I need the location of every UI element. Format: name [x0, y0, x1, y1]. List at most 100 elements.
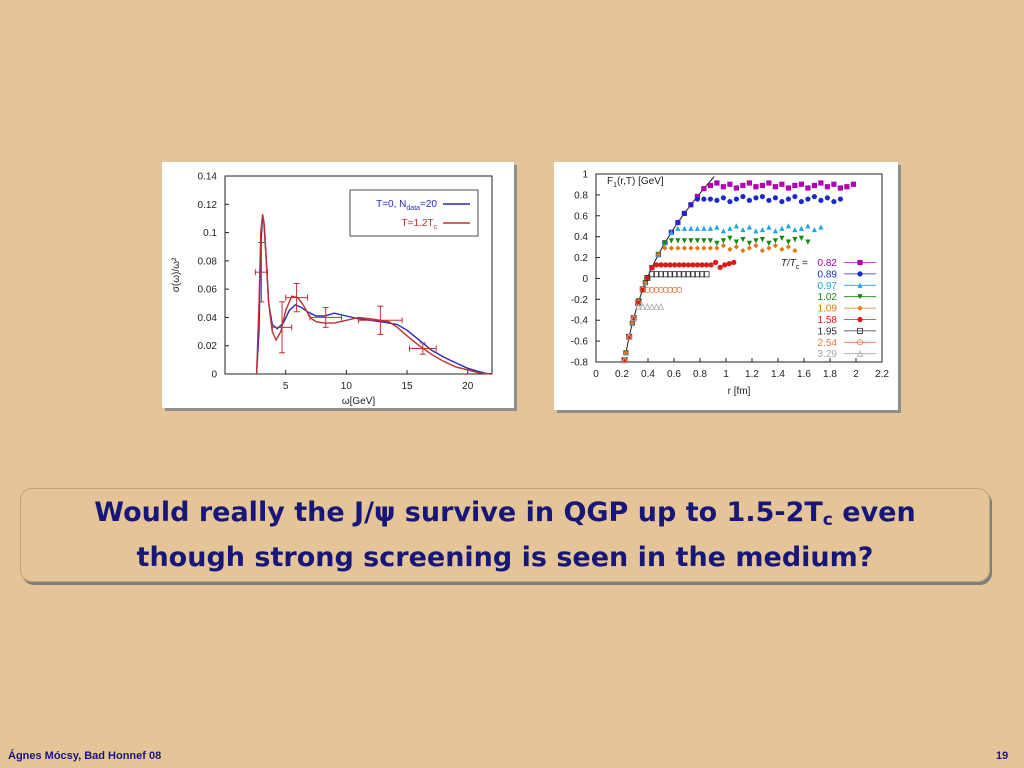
- data-point: [690, 262, 696, 268]
- data-point: [675, 245, 681, 251]
- data-point: [688, 245, 694, 251]
- question-part3: even: [832, 497, 916, 528]
- plot-frame: [224, 175, 493, 375]
- data-point: [785, 239, 791, 245]
- data-point: [622, 357, 628, 363]
- data-point: [766, 224, 772, 230]
- data-point: [662, 286, 669, 293]
- data-point: [635, 303, 642, 310]
- series-0.97: [623, 223, 824, 356]
- data-point: [746, 197, 752, 203]
- data-point: [713, 259, 719, 265]
- data-point: [648, 303, 656, 310]
- y-tick-label: 0: [582, 274, 588, 285]
- data-point: [672, 262, 678, 268]
- series-1.58: [622, 259, 737, 363]
- data-point: [726, 261, 732, 267]
- y-tick-label: 0.12: [198, 200, 218, 211]
- data-point: [701, 245, 707, 251]
- question-part1: Would really the: [94, 497, 355, 528]
- x-tick-label: 0.4: [641, 369, 655, 380]
- data-point: [717, 264, 723, 270]
- error-bar: [408, 342, 437, 355]
- data-point: [759, 226, 765, 233]
- data-point: [746, 224, 752, 230]
- y-tick-label: 0.14: [198, 172, 218, 183]
- x-tick-label: 2.2: [875, 369, 889, 380]
- data-point: [648, 271, 655, 278]
- data-point: [658, 271, 665, 278]
- data-point: [667, 286, 674, 293]
- legend-label-3.29: 3.29: [818, 349, 838, 360]
- data-point: [759, 236, 765, 243]
- data-point: [662, 271, 669, 278]
- y-tick-label: 0.4: [574, 232, 588, 243]
- error-bar: [309, 307, 343, 328]
- x-tick-label: 0.2: [615, 369, 629, 380]
- x-tick-label: 1.8: [823, 369, 837, 380]
- data-point: [658, 262, 664, 268]
- data-point: [798, 181, 804, 187]
- data-point: [850, 181, 856, 187]
- free-energy-chart: -0.8 -0.6 -0.4 -0.2 0 0.2 0.4 0.6 0.8 1 0 0.2 0.4 0.6…: [554, 162, 898, 410]
- data-point: [681, 238, 687, 244]
- legend-label-1.02: 1.02: [818, 292, 838, 303]
- data-point: [658, 286, 665, 293]
- data-point: [733, 223, 739, 229]
- data-point: [630, 314, 637, 322]
- footer-author: Ágnes Mócsy, Bad Honnef 08: [8, 750, 162, 762]
- legend-label-0.89: 0.89: [818, 269, 838, 280]
- data-point: [779, 181, 785, 187]
- legend-label-1.09: 1.09: [818, 304, 838, 315]
- legend-label-0.82: 0.82: [818, 258, 838, 269]
- data-point: [811, 182, 817, 189]
- data-point: [668, 229, 674, 235]
- data-point: [792, 226, 798, 233]
- data-point: [798, 235, 804, 241]
- series-line-t12tc: [255, 214, 493, 375]
- data-point: [640, 286, 646, 293]
- data-point: [707, 196, 713, 202]
- data-point: [722, 262, 728, 268]
- data-point: [785, 185, 791, 191]
- data-point: [714, 245, 720, 251]
- data-point: [733, 185, 739, 191]
- y-tick-label: 0.02: [198, 341, 218, 352]
- data-point: [631, 315, 637, 321]
- data-point: [681, 262, 687, 268]
- data-point: [714, 180, 720, 186]
- y-tick-label: 0.1: [203, 228, 217, 239]
- data-point: [772, 195, 778, 201]
- legend-marker-0.97: [857, 282, 863, 288]
- data-point: [792, 236, 798, 243]
- data-point: [824, 184, 830, 190]
- data-point: [676, 286, 683, 293]
- legend-marker-0.89: [857, 271, 863, 277]
- data-point: [779, 198, 785, 205]
- data-point: [653, 286, 660, 293]
- x-tick-label: 15: [401, 381, 413, 392]
- data-point: [694, 245, 700, 251]
- data-point: [720, 184, 726, 190]
- error-bar: [358, 305, 403, 335]
- data-point: [703, 262, 710, 268]
- error-bar: [285, 282, 309, 313]
- data-point: [740, 193, 746, 200]
- data-point: [675, 219, 681, 226]
- data-point: [727, 225, 733, 231]
- data-point: [805, 239, 811, 245]
- data-point: [681, 225, 687, 231]
- series-3.29: [621, 303, 665, 364]
- error-bar: [271, 301, 293, 354]
- question-callout: Would really the J/ψ survive in QGP up t…: [20, 488, 990, 582]
- data-point: [766, 197, 772, 203]
- y-axis-label: σ(ω)/ω²: [171, 257, 182, 292]
- y-tick-label: 1: [582, 170, 588, 181]
- data-point: [701, 225, 707, 231]
- legend-label-1.58: 1.58: [818, 315, 838, 326]
- data-point: [818, 224, 824, 230]
- data-point: [772, 243, 778, 249]
- data-point: [759, 248, 765, 254]
- data-point: [621, 356, 628, 364]
- data-point: [694, 196, 700, 202]
